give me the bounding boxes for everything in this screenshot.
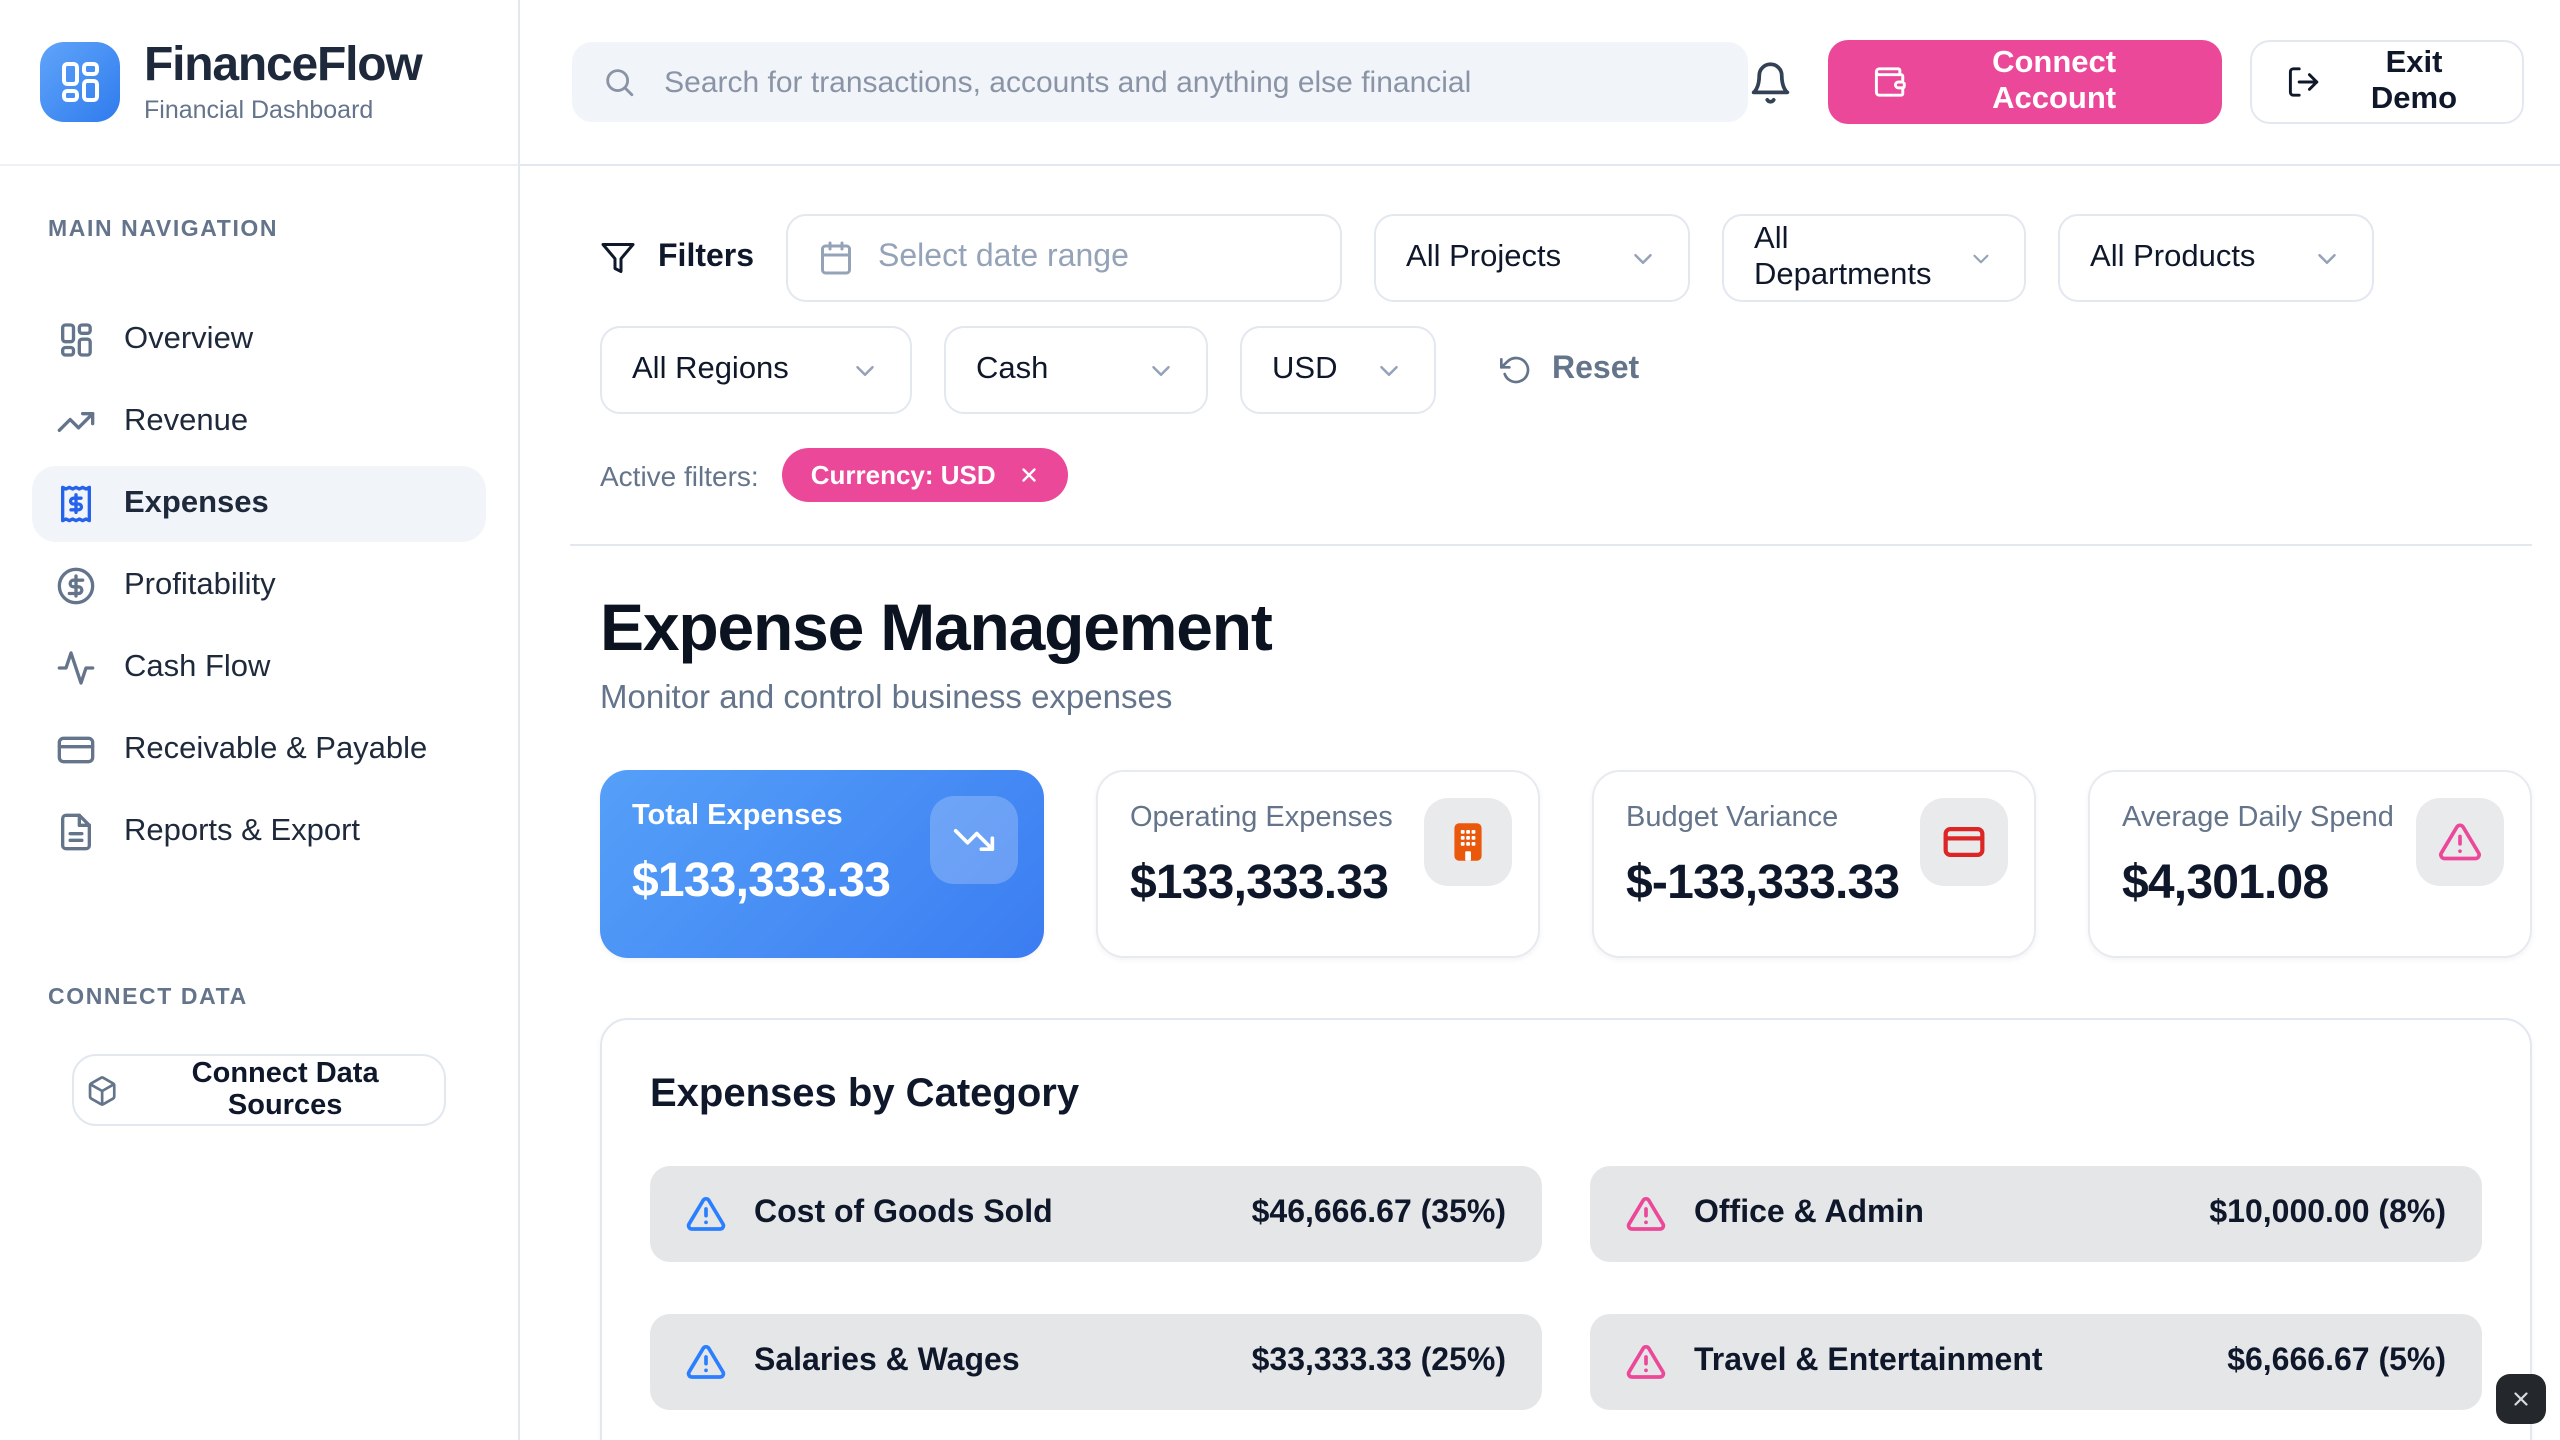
building-icon [1424, 798, 1512, 886]
expenses-by-category-panel: Expenses by Category Cost of Goods Sold … [600, 1018, 2532, 1440]
brand: FinanceFlow Financial Dashboard [0, 0, 518, 166]
main-area: Connect Account Exit Demo Filters S [520, 0, 2560, 1440]
chevron-down-icon [1968, 243, 1994, 273]
regions-dropdown[interactable]: All Regions [600, 326, 912, 414]
active-filters-label: Active filters: [600, 459, 759, 491]
brand-name: FinanceFlow [144, 38, 423, 93]
chevron-down-icon [1628, 243, 1658, 273]
filters-row-2: All Regions Cash USD Reset [600, 326, 2532, 414]
section-divider [570, 544, 2532, 546]
chevron-down-icon [1374, 355, 1404, 385]
accounting-basis-dropdown[interactable]: Cash [944, 326, 1208, 414]
sidebar-item-revenue[interactable]: Revenue [32, 384, 486, 460]
stat-card-budget-variance[interactable]: Budget Variance $-133,333.33 [1592, 770, 2036, 958]
sidebar-item-receivable-payable[interactable]: Receivable & Payable [32, 712, 486, 788]
chevron-down-icon [1146, 355, 1176, 385]
search-bar[interactable] [572, 42, 1748, 122]
topbar: Connect Account Exit Demo [520, 0, 2560, 166]
sidebar-item-expenses[interactable]: Expenses [32, 466, 486, 542]
page-subtitle: Monitor and control business expenses [600, 680, 1173, 716]
trending-down-icon [930, 796, 1018, 884]
departments-dropdown[interactable]: All Departments [1722, 214, 2027, 302]
exit-demo-label: Exit Demo [2370, 46, 2458, 116]
alert-triangle-icon [686, 1342, 726, 1382]
log-out-icon [2287, 64, 2322, 100]
sidebar-item-label: Receivable & Payable [124, 732, 428, 766]
stat-cards: Total Expenses $133,333.33 Operating Exp… [600, 770, 2532, 958]
search-input[interactable] [660, 63, 1718, 101]
circle-dollar-icon [56, 566, 96, 606]
alert-triangle-icon [2416, 798, 2504, 886]
category-row-travel-entertainment[interactable]: Travel & Entertainment $6,666.67 (5%) [1590, 1314, 2482, 1410]
filters-row-1: Filters Select date range All Projects A… [600, 214, 2532, 302]
trending-up-icon [56, 402, 96, 442]
connect-account-label: Connect Account [1992, 46, 2117, 116]
reset-filters-button[interactable]: Reset [1500, 352, 1639, 388]
layout-dashboard-icon [56, 320, 96, 360]
funnel-icon [600, 240, 636, 276]
sidebar-item-label: Revenue [124, 404, 249, 438]
sidebar: FinanceFlow Financial Dashboard MAIN NAV… [0, 0, 520, 1440]
sidebar-item-label: Expenses [124, 486, 269, 520]
package-icon [86, 1073, 118, 1107]
chevron-down-icon [2312, 243, 2342, 273]
stat-card-total-expenses[interactable]: Total Expenses $133,333.33 [600, 770, 1044, 958]
alert-triangle-icon [686, 1194, 726, 1234]
close-icon[interactable] [1018, 464, 1040, 486]
brand-subtitle: Financial Dashboard [144, 95, 374, 124]
sidebar-item-label: Overview [124, 322, 254, 356]
connect-data-sources-label: Connect Data Sources [191, 1058, 379, 1122]
close-overlay-button[interactable] [2496, 1374, 2546, 1424]
sidebar-item-label: Profitability [124, 568, 276, 602]
close-icon [2510, 1388, 2532, 1410]
currency-dropdown[interactable]: USD [1240, 326, 1436, 414]
date-range-input[interactable]: Select date range [786, 214, 1343, 302]
rotate-ccw-icon [1500, 354, 1532, 386]
category-row-office-admin[interactable]: Office & Admin $10,000.00 (8%) [1590, 1166, 2482, 1262]
connect-account-button[interactable]: Connect Account [1828, 40, 2223, 124]
projects-dropdown[interactable]: All Projects [1374, 214, 1691, 302]
search-icon [602, 64, 636, 100]
connect-data-sources-button[interactable]: Connect Data Sources [72, 1054, 446, 1126]
sidebar-item-profitability[interactable]: Profitability [32, 548, 486, 624]
content: Filters Select date range All Projects A… [520, 166, 2560, 1440]
credit-card-icon [1920, 798, 2008, 886]
date-range-placeholder: Select date range [878, 240, 1129, 274]
category-list: Cost of Goods Sold $46,666.67 (35%) Offi… [650, 1166, 2482, 1440]
panel-title: Expenses by Category [650, 1072, 1080, 1116]
main-navigation-label: MAIN NAVIGATION [48, 218, 279, 242]
alert-triangle-icon [1626, 1194, 1666, 1234]
bell-icon[interactable] [1747, 59, 1792, 105]
sidebar-item-label: Reports & Export [124, 814, 361, 848]
receipt-icon [56, 484, 96, 524]
products-dropdown[interactable]: All Products [2058, 214, 2375, 302]
sidebar-item-cash-flow[interactable]: Cash Flow [32, 630, 486, 706]
stat-card-average-daily-spend[interactable]: Average Daily Spend $4,301.08 [2088, 770, 2532, 958]
currency-filter-chip[interactable]: Currency: USD [782, 448, 1068, 502]
wallet-icon [1872, 64, 1907, 100]
sidebar-item-reports-export[interactable]: Reports & Export [32, 794, 486, 870]
credit-card-icon [56, 730, 96, 770]
sidebar-item-overview[interactable]: Overview [32, 302, 486, 378]
main-navigation: MAIN NAVIGATION Overview Revenue Expense… [0, 166, 518, 1126]
active-filters-row: Active filters: Currency: USD [600, 448, 2532, 502]
category-row-cost-of-goods-sold[interactable]: Cost of Goods Sold $46,666.67 (35%) [650, 1166, 1542, 1262]
connect-data-label: CONNECT DATA [48, 986, 248, 1010]
chevron-down-icon [850, 355, 880, 385]
sidebar-item-label: Cash Flow [124, 650, 271, 684]
stat-card-operating-expenses[interactable]: Operating Expenses $133,333.33 [1096, 770, 1540, 958]
connect-data-section: CONNECT DATA Connect Data Sources [32, 986, 486, 1126]
file-text-icon [56, 812, 96, 852]
activity-icon [56, 648, 96, 688]
calendar-icon [818, 240, 854, 276]
alert-triangle-icon [1626, 1342, 1666, 1382]
brand-logo-icon [40, 42, 120, 122]
exit-demo-button[interactable]: Exit Demo [2250, 40, 2524, 124]
page-title: Expense Management [600, 590, 1273, 664]
category-row-salaries-wages[interactable]: Salaries & Wages $33,333.33 (25%) [650, 1314, 1542, 1410]
filters-title: Filters [600, 240, 754, 276]
